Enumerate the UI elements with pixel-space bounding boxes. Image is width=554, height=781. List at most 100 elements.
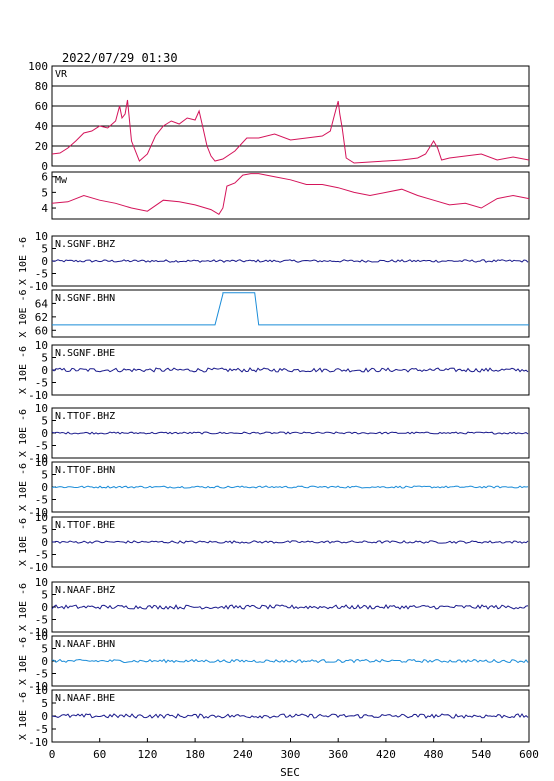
- panel-frame: [51, 65, 530, 167]
- panel-mw: 6 5 4 Mw: [41, 171, 530, 220]
- y-tick-label: -5: [35, 440, 48, 453]
- y-tick-label: 5: [41, 697, 48, 710]
- y-tick-label: 80: [35, 80, 48, 93]
- x-axis: 0 60 120 180 240 300 360 420 480 540 600: [49, 738, 539, 761]
- y-tick-label: -5: [35, 723, 48, 736]
- y-tick-label: -10: [28, 736, 48, 749]
- y-tick-label: -5: [35, 268, 48, 281]
- panel-label: N.SGNF.BHZ: [55, 239, 115, 250]
- y-tick-label: 5: [41, 243, 48, 256]
- y-tick-label: 10: [35, 511, 48, 524]
- x-tick-label: 0: [49, 748, 56, 761]
- y-tick-label: 0: [41, 601, 48, 614]
- y-tick-label: 62: [35, 311, 48, 324]
- x-tick-label: 600: [519, 748, 539, 761]
- y-tick-label: 5: [41, 352, 48, 365]
- y-tick-label: -10: [28, 389, 48, 402]
- y-tick-label: 0: [41, 255, 48, 268]
- series-line: [51, 713, 529, 719]
- panel-frame: [51, 171, 530, 220]
- panel-unit: X 10E -6: [18, 409, 29, 457]
- series-line: [51, 604, 529, 610]
- y-tick-label: -10: [28, 506, 48, 519]
- y-tick-label: 5: [41, 186, 48, 199]
- y-tick-label: 0: [41, 364, 48, 377]
- series-line: [51, 485, 529, 489]
- y-tick-label: 0: [41, 160, 48, 173]
- y-tick-label: 64: [35, 297, 49, 310]
- y-tick-label: 5: [41, 469, 48, 482]
- y-tick-label: 5: [41, 524, 48, 537]
- panel-unit: X 10E -6: [18, 463, 29, 511]
- panel-frame: [51, 289, 530, 338]
- y-tick-label: 6: [41, 171, 48, 184]
- y-tick-label: 10: [35, 576, 48, 589]
- y-tick-label: 5: [41, 643, 48, 656]
- y-tick-label: 5: [41, 415, 48, 428]
- x-tick-label: 240: [233, 748, 253, 761]
- panel-unit: X 10E -6: [18, 518, 29, 566]
- panel-vr: 100 80 60 40 20 0 VR: [28, 60, 530, 173]
- series-line: [52, 292, 529, 326]
- y-tick-label: 0: [41, 536, 48, 549]
- y-tick-label: 60: [35, 100, 48, 113]
- y-tick-label: 10: [35, 230, 48, 243]
- y-tick-label: -5: [35, 549, 48, 562]
- series-line: [51, 431, 529, 435]
- y-tick-label: 0: [41, 481, 48, 494]
- y-tick-label: -10: [28, 626, 48, 639]
- series-line: [51, 99, 530, 164]
- y-tick-label: 10: [35, 456, 48, 469]
- y-tick-label: -10: [28, 680, 48, 693]
- y-tick-label: 0: [41, 427, 48, 440]
- panel-label: N.SGNF.BHE: [55, 348, 115, 359]
- y-tick-label: 5: [41, 589, 48, 602]
- panel-unit: X 10E -6: [18, 237, 29, 285]
- x-tick-label: 120: [137, 748, 157, 761]
- panel-label: Mw: [55, 175, 68, 186]
- y-tick-label: 4: [41, 202, 48, 215]
- series-line: [51, 658, 529, 664]
- y-tick-label: -5: [35, 377, 48, 390]
- panel-unit: X 10E -6: [18, 289, 29, 337]
- x-tick-label: 60: [93, 748, 106, 761]
- y-tick-label: 20: [35, 140, 48, 153]
- y-tick-label: -10: [28, 561, 48, 574]
- x-tick-label: 300: [281, 748, 301, 761]
- panel-label: N.NAAF.BHE: [55, 693, 115, 704]
- series-line: [51, 540, 529, 544]
- y-tick-label: 100: [28, 60, 48, 73]
- panel-label: N.TTOF.BHZ: [55, 411, 115, 422]
- y-tick-label: 10: [35, 684, 48, 697]
- series-line: [51, 367, 529, 373]
- y-tick-label: -5: [35, 668, 48, 681]
- x-tick-label: 420: [376, 748, 396, 761]
- panel-unit: X 10E -6: [18, 637, 29, 685]
- y-tick-label: 0: [41, 710, 48, 723]
- y-tick-label: 60: [35, 324, 48, 337]
- y-tick-label: 40: [35, 120, 48, 133]
- x-tick-label: 180: [185, 748, 205, 761]
- panel-unit: X 10E -6: [18, 692, 29, 740]
- x-tick-label: 540: [471, 748, 491, 761]
- y-tick-label: -10: [28, 280, 48, 293]
- y-tick-label: -10: [28, 452, 48, 465]
- panel-label: N.TTOF.BHE: [55, 520, 115, 531]
- series-line: [51, 173, 530, 215]
- y-tick-label: 10: [35, 339, 48, 352]
- panel-label: N.SGNF.BHN: [55, 293, 115, 304]
- x-axis-label: SEC: [280, 766, 300, 779]
- panel-label: N.TTOF.BHN: [55, 465, 115, 476]
- panel-unit: X 10E -6: [18, 346, 29, 394]
- panel-unit: X 10E -6: [18, 583, 29, 631]
